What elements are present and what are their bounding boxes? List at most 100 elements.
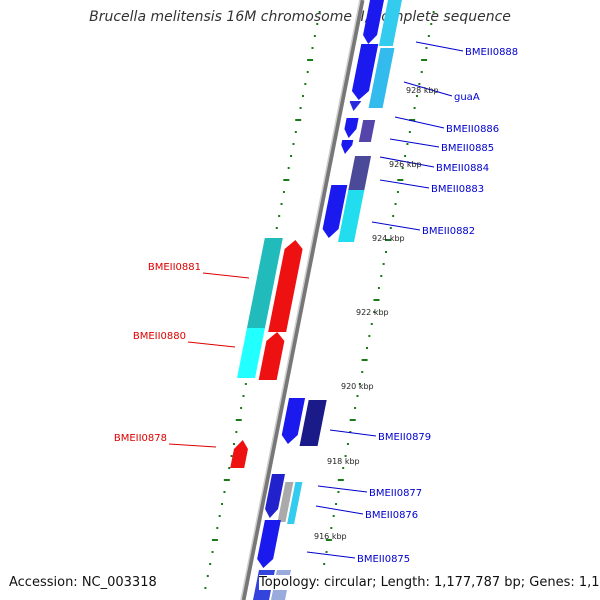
gene-arrow xyxy=(287,482,303,524)
scale-dot xyxy=(318,11,321,13)
gene-arrow xyxy=(348,156,372,190)
scale-dot xyxy=(316,23,319,25)
gene-track xyxy=(230,0,402,600)
gene-arrow xyxy=(368,48,395,108)
label-connector xyxy=(315,505,364,515)
scale-dot xyxy=(330,527,333,529)
gene-arrow xyxy=(358,120,376,142)
scale-dot xyxy=(216,527,219,529)
scale-dot xyxy=(349,431,352,433)
scale-dot xyxy=(358,383,361,385)
scale-dot xyxy=(425,47,428,49)
gene-arrow xyxy=(237,328,265,378)
scale-dot xyxy=(377,287,380,289)
gene-arrow xyxy=(363,0,384,44)
label-connector xyxy=(168,443,217,448)
scale-label: 918 kbp xyxy=(327,457,360,466)
scale-label: 916 kbp xyxy=(314,532,347,541)
label-connector xyxy=(187,341,236,348)
scale-dot xyxy=(287,167,290,169)
gene-label-forward: BMEII0888 xyxy=(465,47,518,58)
gene-label-forward: BMEII0884 xyxy=(436,163,489,174)
gene-arrow xyxy=(258,332,285,380)
gene-label-forward: BMEII0879 xyxy=(378,432,431,443)
scale-dot xyxy=(244,383,247,385)
gene-label-reverse: BMEII0881 xyxy=(148,262,201,273)
scale-dot xyxy=(230,455,233,457)
scale-label: 920 kbp xyxy=(341,382,374,391)
scale-dot xyxy=(218,515,221,517)
label-connector xyxy=(394,116,445,129)
scale-dot xyxy=(394,203,397,205)
scale-dot xyxy=(430,23,433,25)
gene-arrow xyxy=(257,520,281,568)
scale-dot xyxy=(325,551,328,553)
scale-dot xyxy=(420,71,423,73)
gene-label-forward: guaA xyxy=(454,92,480,103)
scale-dot xyxy=(306,71,309,73)
scale-label: 924 kbp xyxy=(372,234,405,243)
scale-dot xyxy=(346,443,349,445)
accession-label: Accession: NC_003318 xyxy=(9,575,157,590)
scale-dot xyxy=(280,203,283,205)
gene-label-reverse: BMEII0880 xyxy=(133,331,186,342)
scale-dot xyxy=(332,515,335,517)
scale-dot xyxy=(294,131,297,133)
scale-dot xyxy=(406,143,409,145)
scale-dot xyxy=(356,395,359,397)
scale-dot xyxy=(292,143,295,145)
gene-arrow xyxy=(230,440,248,468)
scale-dot xyxy=(209,563,212,565)
gene-arrow xyxy=(322,185,348,238)
scale-dot xyxy=(418,83,421,85)
gene-label-forward: BMEII0882 xyxy=(422,226,475,237)
scale-dot xyxy=(392,215,395,217)
scale-dot xyxy=(344,455,347,457)
right-tick-track xyxy=(318,11,435,589)
scale-labels: 928 kbp 926 kbp 924 kbp 922 kbp 920 kbp 918 k… xyxy=(314,86,439,541)
scale-dot xyxy=(373,311,376,313)
gene-arrow xyxy=(268,240,303,332)
scale-label: 922 kbp xyxy=(356,308,389,317)
scale-dot xyxy=(335,503,338,505)
gene-label-forward: BMEII0875 xyxy=(357,554,410,565)
gene-arrow xyxy=(344,118,359,138)
label-connector xyxy=(415,41,464,52)
gene-arrow xyxy=(338,190,365,242)
scale-dot xyxy=(235,431,238,433)
gene-label-forward: BMEII0876 xyxy=(365,510,418,521)
scale-dot xyxy=(404,155,407,157)
scale-dot xyxy=(413,107,416,109)
label-connector xyxy=(389,138,440,148)
gene-labels: BMEII0888 guaA BMEII0886 BMEII0885 BMEII0884… xyxy=(114,47,518,565)
scale-dot xyxy=(290,155,293,157)
scale-dot xyxy=(382,263,385,265)
gene-label-forward: BMEII0886 xyxy=(446,124,499,135)
scale-dot xyxy=(221,503,224,505)
scale-dot xyxy=(342,467,345,469)
scale-dot xyxy=(432,11,435,13)
scale-dot xyxy=(368,335,371,337)
gene-arrow xyxy=(246,238,283,328)
label-connector xyxy=(379,156,435,168)
scale-dot xyxy=(337,491,340,493)
gene-arrow xyxy=(341,140,354,154)
label-connectors xyxy=(168,41,464,559)
label-connector xyxy=(306,551,356,559)
scale-dot xyxy=(240,407,243,409)
map-title: Brucella melitensis 16M chromosome II, c… xyxy=(89,9,511,25)
scale-dot xyxy=(299,107,302,109)
scale-dot xyxy=(408,131,411,133)
topology-label: Topology: circular; Length: 1,177,787 bp… xyxy=(259,575,600,590)
label-connector xyxy=(329,429,377,437)
scale-dot xyxy=(206,575,209,577)
scale-dot xyxy=(211,551,214,553)
scale-dot xyxy=(275,227,278,229)
label-connector xyxy=(317,485,368,493)
scale-dot xyxy=(361,371,364,373)
scale-dot xyxy=(228,467,231,469)
scale-dot xyxy=(232,443,235,445)
gene-arrow xyxy=(265,474,286,518)
scale-dot xyxy=(242,395,245,397)
